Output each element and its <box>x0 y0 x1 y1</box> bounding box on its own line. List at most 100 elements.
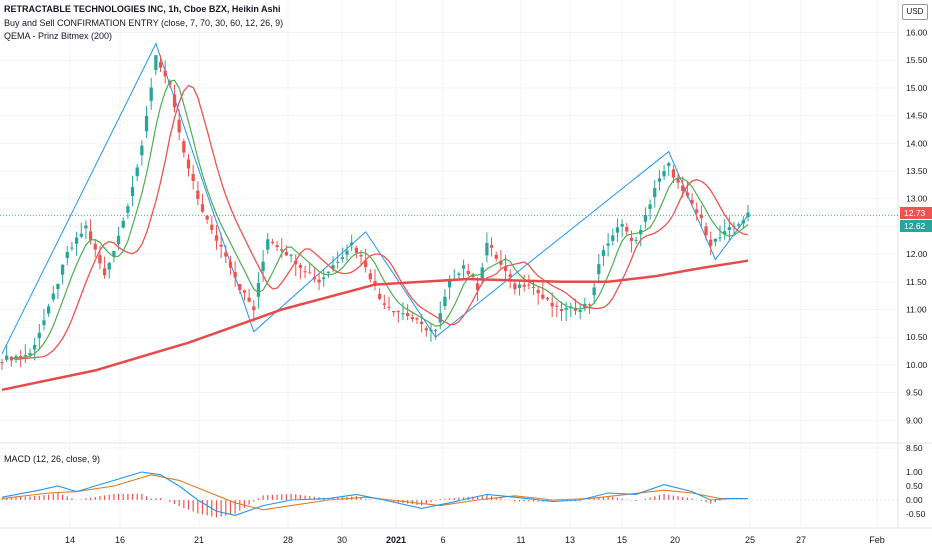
candle-body <box>317 279 321 283</box>
x-tick-label: 16 <box>115 535 125 545</box>
y-tick-label: 14.00 <box>906 138 928 148</box>
candle-body <box>671 169 676 178</box>
candle-body <box>676 178 680 183</box>
candle-body <box>499 260 503 265</box>
candle-body <box>51 293 55 300</box>
candle-body <box>252 306 256 311</box>
candle-body <box>42 320 46 326</box>
candle-body <box>471 274 475 278</box>
candle-body <box>177 119 181 133</box>
candle-body <box>102 268 107 276</box>
candle-body <box>308 272 312 274</box>
candle-body <box>522 284 526 287</box>
candle-body <box>280 249 284 251</box>
candle-body <box>5 355 9 360</box>
candle-body <box>135 167 139 177</box>
candle-body <box>158 62 163 68</box>
candle-body <box>261 261 265 272</box>
x-tick-label: 15 <box>617 535 627 545</box>
candle-body <box>219 244 223 247</box>
candle-body <box>298 265 303 268</box>
candle-body <box>322 277 326 280</box>
candle-body <box>387 306 391 308</box>
candle-body <box>19 356 23 358</box>
candle-body <box>182 141 186 153</box>
candle-body <box>233 272 237 278</box>
candle-body <box>667 163 671 166</box>
candle-body <box>489 245 494 248</box>
candle-body <box>154 55 158 71</box>
macd-tick-label: -0.50 <box>906 509 926 519</box>
candle-body <box>270 241 275 243</box>
candle-body <box>699 214 704 219</box>
candle-body <box>340 257 344 260</box>
candle-body <box>401 313 405 315</box>
candle-body <box>513 283 517 290</box>
candle-body <box>247 297 251 302</box>
y-tick-label: 10.50 <box>906 332 928 342</box>
candle-body <box>368 273 372 280</box>
candle-body <box>723 231 727 235</box>
y-tick-label: 16.00 <box>906 28 928 38</box>
candle-body <box>536 289 540 294</box>
candle-body <box>294 260 298 265</box>
y-tick-label: 15.00 <box>906 83 928 93</box>
candle-body <box>485 243 489 256</box>
x-tick-label: 6 <box>440 535 445 545</box>
candle-body <box>224 252 228 257</box>
candle-body <box>303 271 307 273</box>
y-tick-label: 9.50 <box>906 388 923 398</box>
chart-title[interactable]: RETRACTABLE TECHNOLOGIES INC, 1h, Cboe B… <box>4 4 281 14</box>
candle-body <box>144 115 149 132</box>
candle-body <box>517 284 522 288</box>
qema-200-line <box>1 259 749 392</box>
price-label: 12.73 <box>904 208 926 218</box>
candle-body <box>331 265 335 269</box>
candle-body <box>503 266 508 272</box>
fast-ma-line <box>11 79 749 359</box>
candle-body <box>406 313 410 316</box>
candle-body <box>56 283 60 289</box>
candle-body <box>378 293 382 299</box>
y-tick-label: 11.00 <box>906 305 927 315</box>
candle-body <box>191 174 195 182</box>
price-label-bg <box>900 220 932 232</box>
price-label-bg <box>900 207 932 219</box>
candle-body <box>713 238 717 242</box>
candle-body <box>140 145 144 156</box>
currency-button[interactable]: USD <box>902 4 928 20</box>
candle-body <box>79 233 83 237</box>
candle-body <box>326 271 331 274</box>
candle-body <box>350 242 354 246</box>
candle-body <box>597 264 601 275</box>
x-tick-label: 30 <box>337 535 347 545</box>
x-tick-label: 11 <box>516 535 525 545</box>
candle-body <box>84 225 88 229</box>
x-tick-label: Feb <box>869 535 885 545</box>
candle-body <box>172 94 177 108</box>
candle-body <box>587 304 592 306</box>
candle-body <box>242 290 247 293</box>
candle-body <box>559 309 564 312</box>
candle-body <box>130 187 135 197</box>
candle-body <box>741 220 745 224</box>
candle-body <box>438 313 442 323</box>
candle-body <box>564 307 568 310</box>
candle-body <box>578 310 582 312</box>
candle-body <box>457 273 461 276</box>
candle-body <box>443 296 447 307</box>
candle-body <box>620 224 624 227</box>
candle-body <box>60 264 65 275</box>
macd-legend[interactable]: MACD (12, 26, close, 9) <box>4 454 101 464</box>
candle-body <box>284 251 289 256</box>
candle-body <box>364 260 368 268</box>
candle-body <box>695 209 699 213</box>
candle-body <box>629 237 634 241</box>
candle-body <box>615 227 620 233</box>
indicator-legend-qema[interactable]: QEMA - Prinz Bitmex (200) <box>4 31 113 41</box>
candle-body <box>727 227 731 230</box>
candle-body <box>312 277 317 280</box>
indicator-legend-buy-sell[interactable]: Buy and Sell CONFIRMATION ENTRY (close, … <box>4 18 284 28</box>
